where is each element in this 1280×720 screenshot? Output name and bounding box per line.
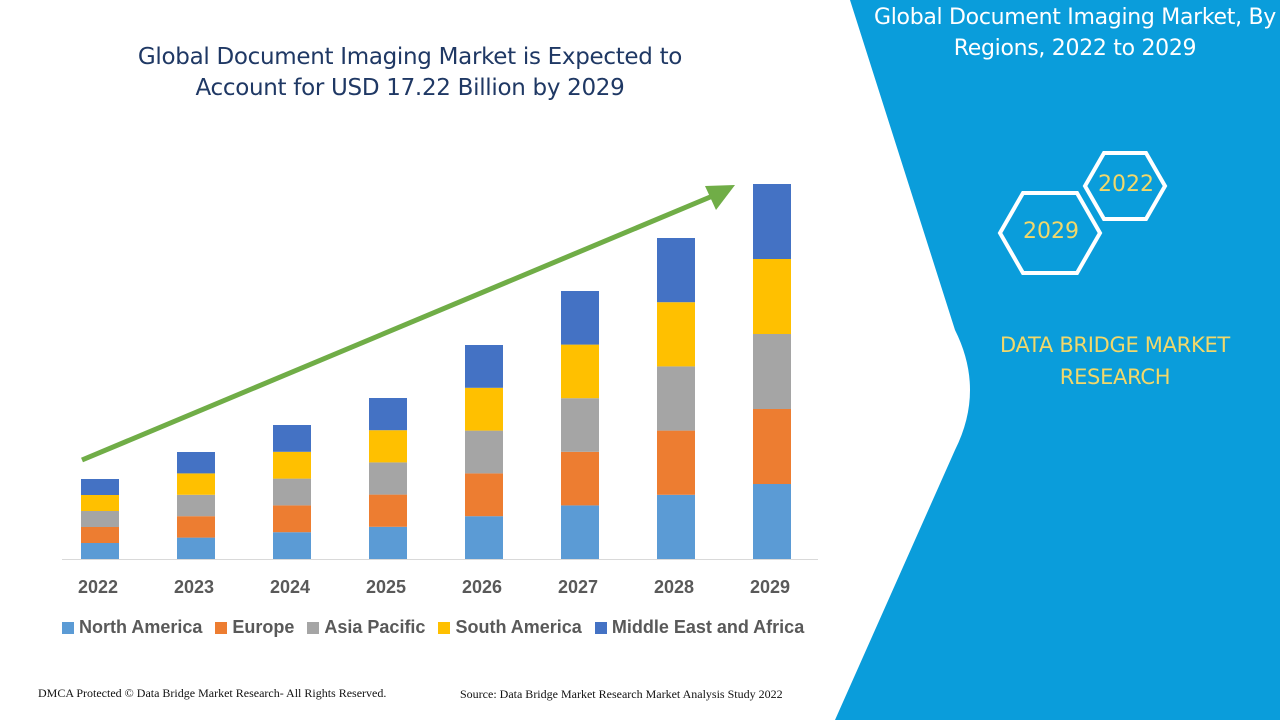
hexagon-2022: [1082, 151, 1168, 221]
side-panel-title: Global Document Imaging Market, By Regio…: [873, 5, 1277, 61]
bar-segment-2023-europe: [177, 516, 215, 538]
bar-segment-2027-north-america: [561, 505, 599, 559]
bar-segment-2027-south-america: [561, 344, 599, 399]
bar-segment-2028-north-america: [657, 494, 695, 559]
x-tick-label: 2023: [174, 577, 214, 597]
stacked-bar-chart: 2022 2023 2024 2025 2026 2027 2028 2029: [62, 184, 818, 597]
bar-segment-2023-south-america: [177, 473, 215, 495]
legend-swatch: [62, 621, 74, 634]
legend-item: North America: [62, 617, 202, 638]
bar-segment-2028-south-america: [657, 302, 695, 367]
legend-item: Europe: [215, 617, 294, 638]
legend-label: South America: [455, 617, 582, 637]
legend-label: Europe: [232, 617, 295, 637]
bar-segment-2029-europe: [753, 409, 791, 484]
bar-segment-2024-asia-pacific: [273, 478, 311, 506]
trend-arrow: [81, 192, 716, 463]
bar-segment-2027-europe: [561, 451, 599, 506]
legend-label: North America: [79, 617, 203, 637]
bar-segment-2028-europe: [657, 430, 695, 495]
hex-label-2029: 2029: [1023, 219, 1079, 244]
bar-segment-2022-north-america: [81, 543, 119, 559]
chart-legend: North America Europe Asia Pacific South Ame…: [62, 617, 804, 638]
bar-segment-2023-middle-east-and-africa: [177, 452, 215, 474]
bar-segment-2022-south-america: [81, 495, 119, 511]
bar-segment-2027-asia-pacific: [561, 398, 599, 452]
source-note: Source: Data Bridge Market Research Mark…: [460, 687, 783, 701]
hex-label-2022: 2022: [1098, 172, 1154, 197]
bar-segment-2029-middle-east-and-africa: [753, 184, 791, 259]
bar-segment-2029-asia-pacific: [753, 334, 791, 409]
bar-segment-2026-north-america: [465, 516, 503, 559]
legend-item: Asia Pacific: [307, 617, 425, 638]
x-tick-label: 2027: [558, 577, 598, 597]
x-tick-label: 2024: [270, 577, 310, 597]
bar-segment-2026-middle-east-and-africa: [465, 345, 503, 388]
legend-swatch: [594, 621, 607, 634]
x-tick-label: 2022: [78, 577, 118, 597]
bar-segment-2024-north-america: [273, 532, 311, 559]
bar-segment-2028-asia-pacific: [657, 366, 695, 431]
chart-title: Global Document Imaging Market is Expect…: [137, 44, 683, 101]
bar-segment-2029-north-america: [753, 484, 791, 559]
bar-segment-2027-middle-east-and-africa: [561, 291, 599, 345]
bar-segment-2024-south-america: [273, 451, 311, 479]
bar-segment-2026-south-america: [465, 387, 503, 431]
hexagon-2029: [997, 191, 1103, 275]
brand-name: DATA BRIDGE MARKET RESEARCH: [1000, 333, 1230, 389]
x-tick-label: 2026: [462, 577, 502, 597]
legend-label: Asia Pacific: [324, 617, 426, 637]
legend-swatch: [438, 621, 451, 634]
legend-swatch: [307, 621, 320, 634]
bar-segment-2022-asia-pacific: [81, 511, 119, 527]
bar-segment-2022-europe: [81, 527, 119, 543]
blue-side-panel: [835, 0, 1280, 720]
legend-swatch: [215, 621, 228, 634]
x-tick-label: 2029: [750, 577, 790, 597]
bar-segment-2023-north-america: [177, 537, 215, 559]
bar-segment-2023-asia-pacific: [177, 494, 215, 517]
bar-segment-2025-south-america: [369, 430, 407, 463]
legend-label: Middle East and Africa: [611, 617, 805, 637]
trend-arrow-head: [705, 185, 735, 210]
bar-segment-2025-north-america: [369, 526, 407, 559]
bar-segment-2026-asia-pacific: [465, 430, 503, 474]
bar-segment-2026-europe: [465, 473, 503, 517]
bar-segment-2028-middle-east-and-africa: [657, 238, 695, 303]
bar-segment-2025-europe: [369, 494, 407, 527]
legend-item: South America: [438, 617, 582, 638]
bar-segment-2025-middle-east-and-africa: [369, 398, 407, 431]
copyright-notice: DMCA Protected © Data Bridge Market Rese…: [38, 686, 387, 700]
legend-item: Middle East and Africa: [594, 617, 805, 638]
bar-segment-2024-europe: [273, 505, 311, 533]
bar-segment-2029-south-america: [753, 259, 791, 334]
bar-segment-2024-middle-east-and-africa: [273, 425, 311, 452]
bar-segment-2025-asia-pacific: [369, 462, 407, 495]
bar-segment-2022-middle-east-and-africa: [81, 479, 119, 495]
x-tick-label: 2028: [654, 577, 694, 597]
x-tick-label: 2025: [366, 577, 406, 597]
